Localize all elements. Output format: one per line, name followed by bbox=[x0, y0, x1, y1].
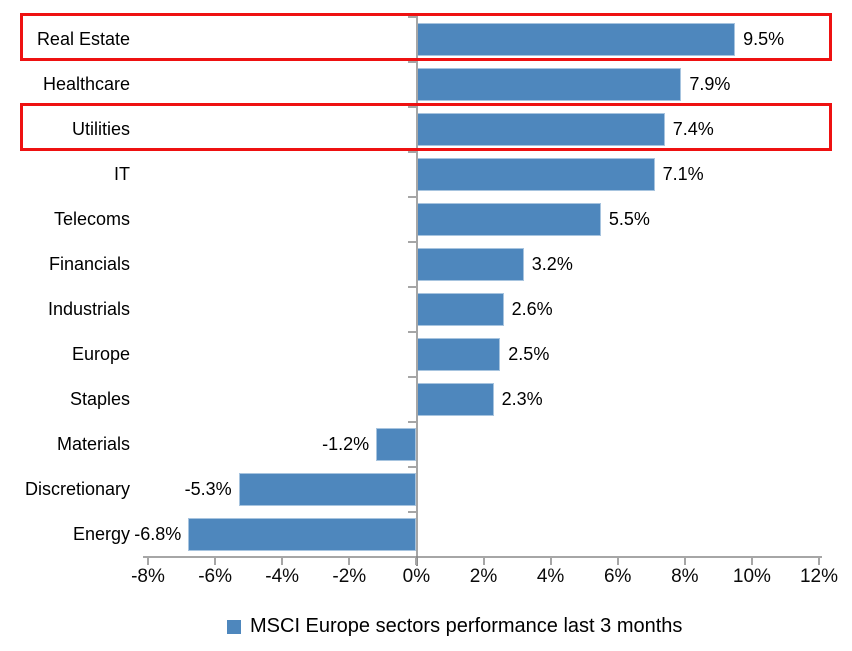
value-label-it: 7.1% bbox=[662, 164, 704, 184]
x-axis-tick bbox=[818, 558, 820, 565]
category-axis-line bbox=[416, 16, 418, 558]
bar-materials bbox=[376, 428, 417, 461]
x-axis-tick-label: -2% bbox=[332, 566, 367, 587]
x-axis-tick bbox=[415, 558, 418, 565]
x-axis-tick-label: 6% bbox=[603, 566, 632, 587]
value-label-discretionary: -5.3% bbox=[184, 479, 232, 499]
x-axis-tick bbox=[214, 558, 217, 565]
category-axis-tick bbox=[408, 106, 416, 108]
value-label-financials: 3.2% bbox=[531, 254, 573, 274]
x-axis-tick-label: 12% bbox=[799, 566, 839, 587]
category-axis-tick bbox=[408, 196, 416, 198]
category-label-materials: Materials bbox=[56, 434, 130, 454]
x-axis-tick-label: 2% bbox=[469, 566, 498, 587]
value-label-telecoms: 5.5% bbox=[608, 209, 650, 229]
value-label-europe: 2.5% bbox=[508, 344, 550, 364]
bar-europe bbox=[416, 338, 501, 371]
category-label-industrials: Industrials bbox=[47, 299, 130, 319]
bar-staples bbox=[416, 383, 494, 416]
x-axis-tick bbox=[482, 558, 485, 565]
category-label-utilities: Utilities bbox=[71, 119, 130, 139]
x-axis-tick bbox=[616, 558, 619, 565]
category-axis-tick bbox=[408, 376, 416, 378]
category-axis-tick bbox=[408, 286, 416, 288]
bar-telecoms bbox=[416, 203, 601, 236]
category-axis-tick bbox=[408, 61, 416, 63]
category-label-staples: Staples bbox=[69, 389, 130, 409]
category-label-it: IT bbox=[114, 164, 130, 184]
x-axis-tick-label: 4% bbox=[536, 566, 565, 587]
bar-it bbox=[416, 158, 655, 191]
category-label-energy: Energy bbox=[72, 524, 130, 544]
bar-utilities bbox=[416, 113, 665, 146]
category-axis-tick bbox=[408, 511, 416, 513]
x-axis-tick bbox=[750, 558, 753, 565]
value-label-materials: -1.2% bbox=[322, 434, 370, 454]
highlight-box-real-estate bbox=[20, 13, 832, 61]
x-axis-tick bbox=[549, 558, 552, 565]
x-axis-tick bbox=[147, 558, 149, 565]
x-axis-tick-label: -4% bbox=[265, 566, 300, 587]
value-label-industrials: 2.6% bbox=[511, 299, 553, 319]
legend-label: MSCI Europe sectors performance last 3 m… bbox=[250, 615, 683, 637]
category-axis-tick bbox=[408, 466, 416, 468]
category-axis-tick bbox=[408, 241, 416, 243]
category-label-healthcare: Healthcare bbox=[42, 74, 130, 94]
x-axis-tick-label: -8% bbox=[131, 566, 165, 587]
category-axis-tick bbox=[408, 556, 416, 558]
x-axis-tick bbox=[281, 558, 284, 565]
category-axis-tick bbox=[408, 16, 416, 18]
highlight-box-utilities bbox=[20, 103, 832, 151]
x-axis-tick bbox=[683, 558, 686, 565]
category-label-discretionary: Discretionary bbox=[24, 479, 130, 499]
category-label-financials: Financials bbox=[48, 254, 130, 274]
category-label-europe: Europe bbox=[71, 344, 130, 364]
legend-marker-icon bbox=[227, 619, 241, 634]
x-axis-tick-label: 8% bbox=[671, 566, 699, 587]
value-label-real-estate: 9.5% bbox=[743, 29, 785, 49]
x-axis-tick-label: -6% bbox=[198, 566, 232, 587]
value-label-staples: 2.3% bbox=[501, 389, 543, 409]
value-axis-line bbox=[143, 556, 822, 558]
value-label-healthcare: 7.9% bbox=[689, 74, 731, 94]
value-label-energy: -6.8% bbox=[134, 524, 182, 544]
bar-real-estate bbox=[416, 23, 736, 56]
bar-industrials bbox=[416, 293, 504, 326]
x-axis-tick-label: 0% bbox=[402, 566, 431, 587]
category-label-real-estate: Real Estate bbox=[36, 29, 130, 49]
category-axis-tick bbox=[408, 331, 416, 333]
x-axis-tick-label: 10% bbox=[732, 566, 771, 587]
bar-financials bbox=[416, 248, 524, 281]
category-label-telecoms: Telecoms bbox=[53, 209, 130, 229]
bar-energy bbox=[188, 518, 417, 551]
category-axis-tick bbox=[408, 421, 416, 423]
value-label-utilities: 7.4% bbox=[672, 119, 714, 139]
legend: MSCI Europe sectors performance last 3 m… bbox=[227, 615, 682, 638]
bar-healthcare bbox=[416, 68, 682, 101]
category-axis-tick bbox=[408, 151, 416, 153]
x-axis-tick bbox=[348, 558, 351, 565]
bar-discretionary bbox=[238, 473, 417, 506]
